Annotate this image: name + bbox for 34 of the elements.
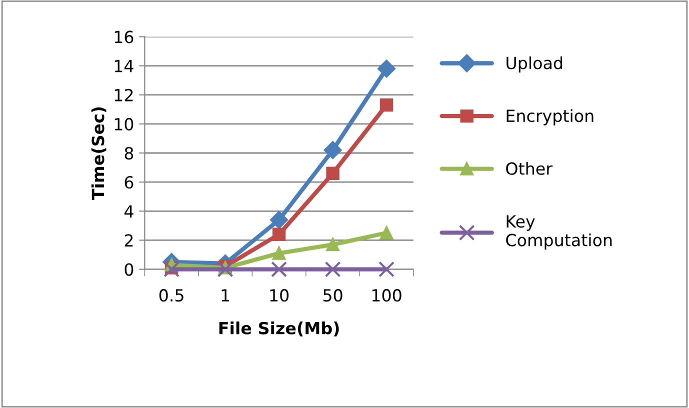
y-tick-label: 16 bbox=[114, 30, 134, 44]
y-tick-label: 10 bbox=[114, 118, 134, 130]
point bbox=[378, 261, 395, 278]
y-tick-label: 6 bbox=[124, 176, 134, 189]
y-tick-label: 2 bbox=[124, 234, 133, 247]
legend-label: Encryption bbox=[506, 109, 594, 126]
x-tick-label: 10 bbox=[270, 289, 289, 302]
point bbox=[326, 166, 340, 180]
point bbox=[326, 238, 340, 252]
point bbox=[272, 246, 286, 260]
point bbox=[272, 228, 286, 241]
point bbox=[324, 141, 342, 159]
point bbox=[164, 261, 180, 278]
point bbox=[324, 261, 341, 278]
point bbox=[378, 60, 396, 78]
legend-label: Upload bbox=[506, 56, 562, 73]
x-tick-label: 100 bbox=[372, 289, 402, 302]
x-tick-label: 50 bbox=[323, 289, 342, 302]
point bbox=[270, 210, 288, 229]
y-tick-label: 14 bbox=[114, 60, 134, 72]
y-tick-label: 8 bbox=[124, 146, 134, 160]
point bbox=[217, 261, 234, 278]
legend-label: Key Computation bbox=[506, 215, 612, 250]
y-tick-label: 0 bbox=[124, 263, 134, 276]
y-tick-label: 12 bbox=[114, 88, 133, 102]
x-axis-title: File Size(Mb) bbox=[219, 322, 339, 336]
y-axis-title: Time(Sec) bbox=[91, 107, 106, 200]
point bbox=[380, 226, 394, 240]
legend-label: Other bbox=[506, 162, 552, 175]
point bbox=[380, 98, 394, 112]
y-tick-label: 4 bbox=[124, 205, 134, 218]
x-tick-label: 0.5 bbox=[159, 289, 184, 302]
x-tick-label: 1 bbox=[222, 289, 230, 302]
point bbox=[271, 261, 288, 278]
